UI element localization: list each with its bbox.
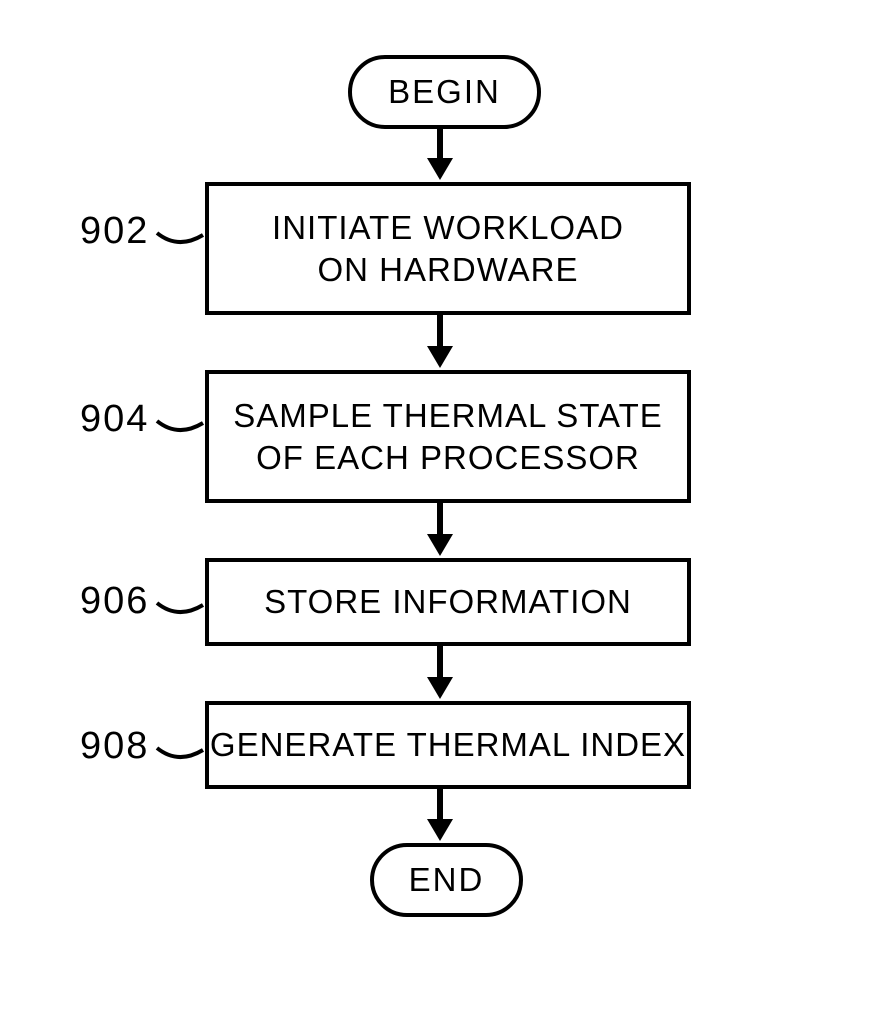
flow-arrow <box>427 785 453 841</box>
node-text: BEGIN <box>388 73 501 111</box>
node-text: END <box>409 861 485 899</box>
label-leader <box>153 417 207 442</box>
node-text: GENERATE THERMAL INDEX <box>210 724 686 765</box>
node-text: SAMPLE THERMAL STATE OF EACH PROCESSOR <box>233 395 663 478</box>
step-label-908: 908 <box>80 725 149 768</box>
process-step908: GENERATE THERMAL INDEX <box>205 701 691 789</box>
process-step906: STORE INFORMATION <box>205 558 691 646</box>
flow-arrow <box>427 642 453 699</box>
flow-arrow <box>427 311 453 368</box>
label-leader <box>153 599 207 624</box>
label-leader <box>153 744 207 769</box>
step-label-906: 906 <box>80 580 149 623</box>
label-leader <box>153 229 207 254</box>
flowchart-canvas: BEGIN INITIATE WORKLOAD ON HARDWARE 902 SAM… <box>0 0 872 1021</box>
node-text: INITIATE WORKLOAD ON HARDWARE <box>272 207 624 290</box>
step-label-904: 904 <box>80 398 149 441</box>
flow-arrow <box>427 125 453 180</box>
flow-arrow <box>427 499 453 556</box>
node-text: STORE INFORMATION <box>264 581 632 622</box>
step-label-902: 902 <box>80 210 149 253</box>
process-step902: INITIATE WORKLOAD ON HARDWARE <box>205 182 691 315</box>
terminal-end: END <box>370 843 523 917</box>
process-step904: SAMPLE THERMAL STATE OF EACH PROCESSOR <box>205 370 691 503</box>
terminal-begin: BEGIN <box>348 55 541 129</box>
